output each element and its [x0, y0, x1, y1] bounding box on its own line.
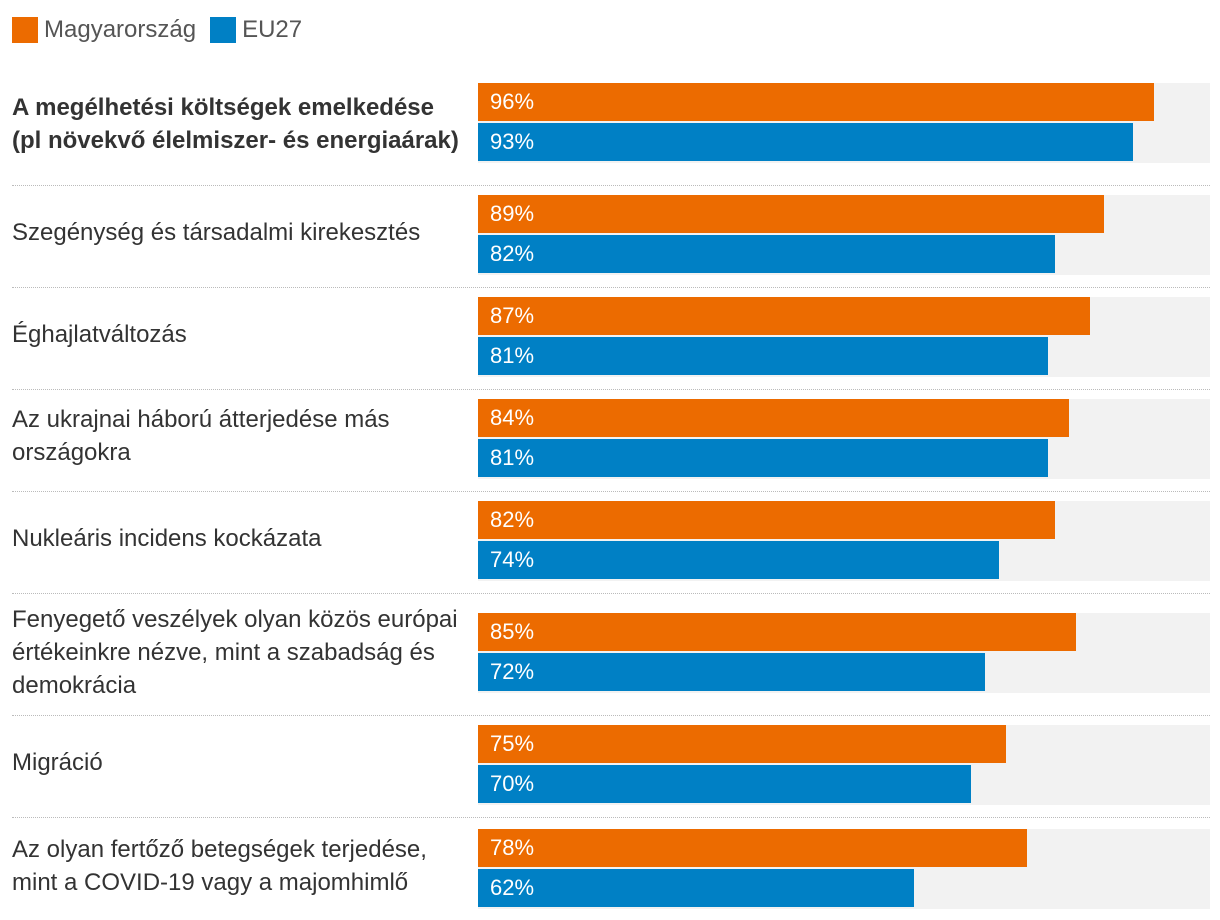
bar-eu27: 81%: [478, 439, 1048, 477]
category-label: Migráció: [12, 748, 103, 776]
category-label: Az olyan fertőző betegségek terjedése, m…: [12, 836, 427, 896]
category-label: Fenyegető veszélyek olyan közös európai …: [12, 605, 458, 699]
bar-magyarorszag: 85%: [478, 613, 1076, 651]
data-label: 81%: [490, 445, 535, 470]
category-label: Éghajlatváltozás: [12, 320, 187, 348]
data-label: 93%: [490, 129, 535, 154]
bar-eu27: 62%: [478, 869, 914, 907]
bar-magyarorszag: 75%: [478, 725, 1006, 763]
data-label: 72%: [490, 659, 535, 684]
data-label: 89%: [490, 201, 535, 226]
legend-label-eu27: EU27: [242, 16, 303, 43]
bar-magyarorszag: 96%: [478, 83, 1154, 121]
category-label: Az ukrajnai háború átterjedése más orszá…: [12, 406, 390, 466]
legend-item-eu27: EU27: [210, 16, 302, 44]
category-label: Nukleáris incidens kockázata: [12, 524, 322, 552]
data-label: 87%: [490, 303, 535, 328]
data-label: 74%: [490, 547, 535, 572]
bar-magyarorszag: 82%: [478, 501, 1055, 539]
data-label: 62%: [490, 875, 535, 900]
legend: Magyarország EU27: [12, 14, 316, 46]
bar-track: 78% 62%: [478, 829, 1210, 909]
category-label: A megélhetési költségek emelkedése (pl n…: [12, 94, 459, 154]
bar-track: 87% 81%: [478, 297, 1210, 377]
data-label: 78%: [490, 835, 535, 860]
category-label: Szegénység és társadalmi kirekesztés: [12, 218, 421, 246]
bar-magyarorszag: 89%: [478, 195, 1104, 233]
row-separator: [12, 389, 1210, 390]
bar-eu27: 74%: [478, 541, 999, 579]
row-separator: [12, 817, 1210, 818]
bar-track: 75% 70%: [478, 725, 1210, 805]
bar-eu27: 81%: [478, 337, 1048, 375]
bar-magyarorszag: 87%: [478, 297, 1090, 335]
bar-magyarorszag: 78%: [478, 829, 1027, 867]
bar-track: 84% 81%: [478, 399, 1210, 479]
bar-eu27: 82%: [478, 235, 1055, 273]
row-separator: [12, 593, 1210, 594]
data-label: 81%: [490, 343, 535, 368]
legend-swatch-magyarorszag: [12, 17, 38, 43]
bar-magyarorszag: 84%: [478, 399, 1069, 437]
bar-eu27: 72%: [478, 653, 985, 691]
data-label: 82%: [490, 241, 535, 266]
row-separator: [12, 491, 1210, 492]
bar-eu27: 70%: [478, 765, 971, 803]
data-label: 96%: [490, 89, 535, 114]
data-label: 85%: [490, 619, 535, 644]
data-label: 84%: [490, 405, 535, 430]
data-label: 75%: [490, 731, 535, 756]
legend-label-magyarorszag: Magyarország: [44, 16, 197, 43]
bar-eu27: 93%: [478, 123, 1133, 161]
bar-track: 82% 74%: [478, 501, 1210, 581]
legend-swatch-eu27: [210, 17, 237, 43]
row-separator: [12, 715, 1210, 716]
bar-track: 89% 82%: [478, 195, 1210, 275]
row-separator: [12, 287, 1210, 288]
row-separator: [12, 185, 1210, 186]
data-label: 70%: [490, 771, 535, 796]
bar-track: 96% 93%: [478, 83, 1210, 163]
legend-item-magyarorszag: Magyarország: [12, 16, 196, 44]
bar-track: 85% 72%: [478, 613, 1210, 693]
data-label: 82%: [490, 507, 535, 532]
